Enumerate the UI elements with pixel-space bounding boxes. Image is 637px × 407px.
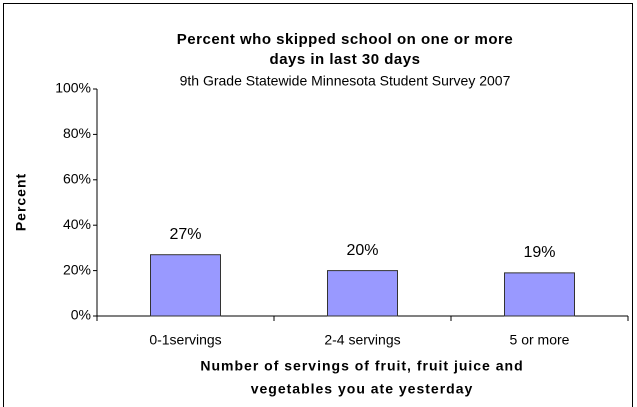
chart-border bbox=[3, 3, 633, 407]
data-label: 19% bbox=[523, 244, 555, 261]
bar bbox=[150, 254, 221, 317]
x-axis-title: Number of servings of fruit, fruit juice… bbox=[200, 358, 523, 374]
y-tick-label: 40% bbox=[63, 216, 91, 232]
y-axis-title: Percent bbox=[13, 173, 29, 231]
x-axis-title: vegetables you ate yesterday bbox=[251, 381, 474, 397]
x-tick-label: 0-1servings bbox=[149, 332, 221, 348]
bar bbox=[504, 272, 575, 317]
bar bbox=[327, 270, 398, 317]
chart-subtitle: 9th Grade Statewide Minnesota Student Su… bbox=[180, 73, 511, 89]
y-tick-label: 80% bbox=[63, 125, 91, 141]
y-tick-label: 60% bbox=[63, 171, 91, 187]
chart-title: Percent who skipped school on one or mor… bbox=[177, 31, 513, 48]
data-label: 20% bbox=[346, 242, 378, 259]
chart-title: days in last 30 days bbox=[270, 51, 421, 68]
y-tick-label: 20% bbox=[63, 261, 91, 277]
y-tick-label: 0% bbox=[71, 307, 91, 323]
x-tick-label: 5 or more bbox=[510, 332, 570, 348]
data-label: 27% bbox=[169, 226, 201, 243]
y-tick-label: 100% bbox=[55, 80, 91, 96]
x-tick-label: 2-4 servings bbox=[324, 332, 400, 348]
